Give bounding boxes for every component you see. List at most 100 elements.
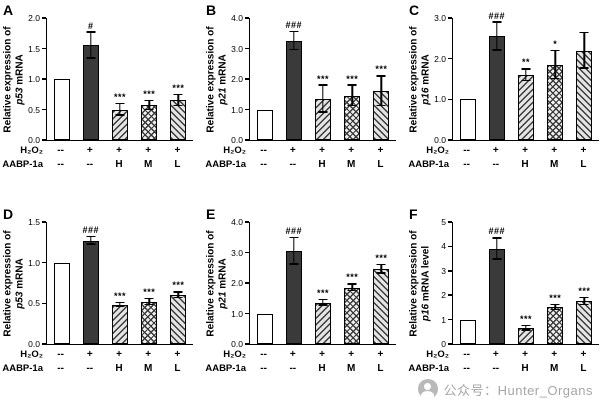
x-row-values: -- -- H M L xyxy=(249,158,395,171)
y-tick-mark xyxy=(447,294,452,296)
error-bar-cap-bottom xyxy=(115,306,125,308)
bar-F-2 xyxy=(488,248,505,344)
bar-slot: ### xyxy=(76,222,105,344)
significance-label: *** xyxy=(346,73,359,84)
error-bar-cap-bottom xyxy=(521,329,531,331)
wechat-official-account-icon xyxy=(417,379,438,399)
y-tick-label: 2.0 xyxy=(28,13,40,23)
error-bar-cap-bottom xyxy=(579,303,589,305)
y-tick-label: 1.0 xyxy=(28,74,40,84)
bar-F-1 xyxy=(459,319,476,344)
x-row-label: H₂O₂ xyxy=(20,349,43,360)
significance-label: *** xyxy=(172,82,185,93)
x-axis-row-aabp1a: AABP-1a -- -- H M L xyxy=(406,158,609,172)
error-bar xyxy=(496,22,498,51)
y-axis-label: Relative expression of p53 mRNA xyxy=(3,211,26,357)
x-value: + xyxy=(86,349,93,360)
bars-group: ### *** *** *** xyxy=(250,18,396,140)
y-tick-label: 5 xyxy=(441,217,446,227)
bar-D-1 xyxy=(53,262,70,344)
bar-B-2 xyxy=(285,40,302,140)
x-row-label: AABP-1a xyxy=(408,363,449,374)
significance-label: *** xyxy=(346,272,359,283)
bar-slot: *** xyxy=(541,222,570,344)
significance-label: ### xyxy=(285,225,303,236)
error-bar-cap-top xyxy=(289,236,299,238)
y-tick-mark xyxy=(244,78,249,80)
y-tick-mark xyxy=(447,318,452,321)
bar-slot xyxy=(570,18,599,140)
y-tick-mark xyxy=(244,251,249,254)
x-value: -- xyxy=(260,349,267,360)
bar-slot: *** xyxy=(105,222,134,344)
bar-slot: *** xyxy=(367,222,396,344)
y-tick-label: 1.5 xyxy=(28,217,40,227)
error-bar-cap-bottom xyxy=(492,258,502,260)
error-bar-cap-bottom xyxy=(289,48,299,51)
x-value: + xyxy=(580,145,587,156)
x-axis-row-h2o2: H₂O₂ -- + + + + xyxy=(406,144,609,158)
error-bar-cap-top xyxy=(86,31,96,33)
x-value: + xyxy=(289,349,296,360)
significance-label: *** xyxy=(578,286,591,297)
significance-label: *** xyxy=(113,291,127,302)
x-row-values: -- + + + + xyxy=(46,144,192,157)
significance-label: *** xyxy=(113,91,127,102)
bar-C-3 xyxy=(518,74,534,140)
x-value: M xyxy=(550,159,559,170)
plot-area: 0.0 1.0 2.0 3.0 4.0 ### *** *** *** xyxy=(231,13,396,145)
error-bar-cap-top xyxy=(289,31,299,33)
error-bar-cap-top xyxy=(347,283,357,285)
y-tick-mark xyxy=(447,17,452,19)
error-bar-cap-bottom xyxy=(115,114,125,116)
x-value: + xyxy=(174,145,181,156)
bar-slot: *** xyxy=(308,18,337,140)
x-row-label: H₂O₂ xyxy=(426,349,449,360)
significance-label: # xyxy=(88,20,94,31)
y-tick-mark xyxy=(447,270,452,272)
x-row-values: -- + + + + xyxy=(249,144,395,157)
x-axis-row-h2o2: H₂O₂ -- + + + + xyxy=(0,144,203,158)
error-bar xyxy=(496,237,498,260)
x-value: L xyxy=(580,159,587,170)
x-value: H xyxy=(115,159,123,170)
y-tick-label: 3.0 xyxy=(231,43,243,54)
bar-slot xyxy=(453,222,482,344)
x-axis-row-h2o2: H₂O₂ -- + + + + xyxy=(203,348,406,362)
bar-slot xyxy=(47,18,76,140)
error-bar-cap-bottom xyxy=(86,243,96,245)
x-axis-row-aabp1a: AABP-1a -- -- H M L xyxy=(406,362,609,376)
x-value: + xyxy=(145,349,152,360)
y-tick-mark xyxy=(41,17,46,19)
bars-group: ### *** *** *** xyxy=(47,222,193,344)
x-value: + xyxy=(522,349,528,360)
y-tick-label: 0.5 xyxy=(28,104,40,115)
bar-D-5 xyxy=(170,295,187,344)
x-value: -- xyxy=(463,363,470,374)
bar-slot: *** xyxy=(135,222,164,344)
significance-label: *** xyxy=(143,286,156,297)
x-row-label: AABP-1a xyxy=(205,363,246,374)
error-bar-cap-top xyxy=(579,31,589,33)
x-row-label: AABP-1a xyxy=(2,159,43,170)
error-bar-cap-top xyxy=(521,325,531,327)
x-row-label: H₂O₂ xyxy=(20,145,43,156)
x-value: -- xyxy=(492,159,500,170)
error-bar xyxy=(322,299,324,306)
error-bar-cap-bottom xyxy=(347,289,357,292)
x-value: + xyxy=(348,349,355,360)
y-tick-label: 0.0 xyxy=(28,135,40,145)
x-value: + xyxy=(319,349,325,360)
y-tick-mark xyxy=(41,302,46,305)
y-tick-label: 1.5 xyxy=(28,43,40,54)
error-bar-cap-top xyxy=(376,264,386,266)
error-bar-cap-top xyxy=(318,84,328,86)
y-tick-mark xyxy=(447,245,452,248)
x-value: -- xyxy=(463,159,470,170)
error-bar-cap-bottom xyxy=(376,105,386,107)
error-bar xyxy=(583,32,586,69)
plot-area: 0.0 0.5 1.0 1.5 2.0 # *** *** *** xyxy=(28,13,193,145)
error-bar xyxy=(119,103,121,116)
bar-slot: ** xyxy=(511,18,540,140)
chart-panel-B: B Relative expression of p21 mRNA 0.0 1.0 2.0… xyxy=(203,2,406,206)
